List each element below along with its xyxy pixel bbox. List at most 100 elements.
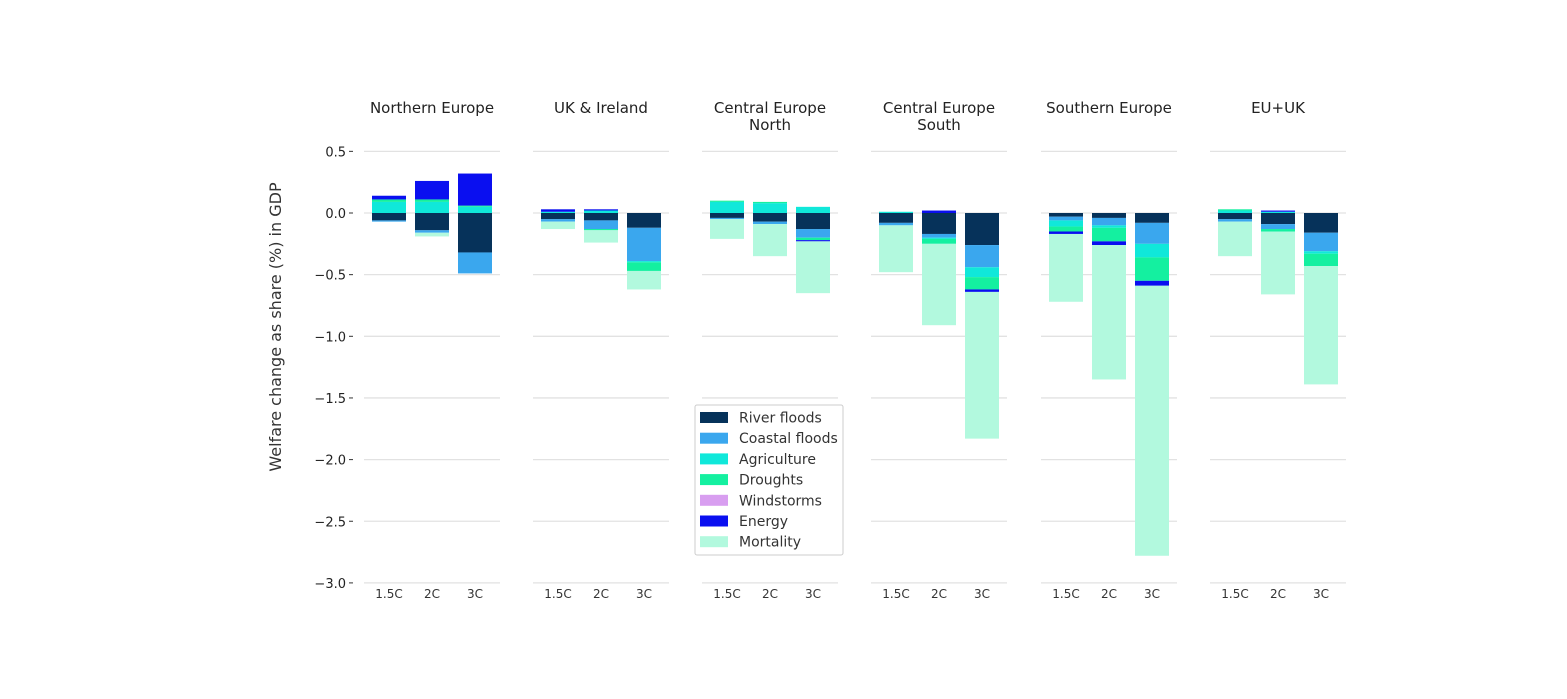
bar-segment-mortality xyxy=(1218,221,1252,257)
bar-segment-agriculture xyxy=(753,203,787,213)
bar-segment-mortality xyxy=(415,232,449,237)
x-tick-label: 1.5C xyxy=(375,587,402,601)
x-tick-label: 3C xyxy=(1313,587,1329,601)
bar-segment-agriculture xyxy=(1135,243,1169,258)
bar-segment-river-floods xyxy=(965,213,999,246)
bar-segment-river-floods xyxy=(541,213,575,220)
legend-swatch-windstorms xyxy=(700,494,728,506)
bar-segment-energy xyxy=(372,195,406,200)
y-axis-label-group: Welfare change as share (%) in GDP xyxy=(266,182,285,472)
bar-segment-agriculture xyxy=(1218,210,1252,213)
x-tick-label: 1.5C xyxy=(882,587,909,601)
bar-segment-mortality xyxy=(922,243,956,326)
panel-eu-uk: EU+UK 1.5C 2C 3C xyxy=(1210,99,1346,601)
bar-segment-mortality xyxy=(1049,233,1083,302)
bar-segment-droughts xyxy=(753,201,787,204)
bar-segment-river-floods xyxy=(879,213,913,223)
bar-segment-coastal-floods xyxy=(541,219,575,222)
bar-segment-droughts xyxy=(965,277,999,290)
bar-segment-mortality xyxy=(1304,266,1338,385)
bar-segment-droughts xyxy=(1092,227,1126,242)
bar-segment-mortality xyxy=(1092,245,1126,380)
legend-label-river-floods: River floods xyxy=(739,411,822,427)
x-tick-label: 3C xyxy=(974,587,990,601)
y-tick-label: −0.5 xyxy=(314,269,346,284)
bar-segment-energy xyxy=(584,209,618,211)
legend: River floods Coastal floods Agriculture Dro… xyxy=(694,404,844,556)
bar-segment-river-floods xyxy=(710,213,744,218)
bar-segment-droughts xyxy=(1261,229,1295,232)
y-tick-label: 0.0 xyxy=(325,207,346,222)
x-tick-label: 2C xyxy=(762,587,778,601)
bar-segment-river-floods xyxy=(372,213,406,221)
bar-segment-agriculture xyxy=(879,211,913,213)
legend-label-windstorms: Windstorms xyxy=(739,493,822,509)
bar-segment-droughts xyxy=(458,205,492,207)
bar-segment-droughts xyxy=(710,200,744,202)
bar-segment-coastal-floods xyxy=(1092,217,1126,226)
y-tick-label: 0.5 xyxy=(325,145,346,160)
bar-segment-energy xyxy=(415,180,449,200)
y-tick-label: −3.0 xyxy=(314,577,346,592)
bar-segment-agriculture xyxy=(710,201,744,213)
bar-segment-mortality xyxy=(1261,231,1295,295)
panel-title: Northern Europe xyxy=(370,99,494,117)
bar-segment-river-floods xyxy=(458,213,492,253)
legend-swatch-energy xyxy=(700,515,728,527)
y-tick-label: −1.5 xyxy=(314,392,346,407)
y-axis-label: Welfare change as share (%) in GDP xyxy=(266,182,285,472)
bar-segment-droughts xyxy=(584,229,618,231)
bar-segment-energy xyxy=(796,240,830,242)
x-tick-label: 2C xyxy=(1101,587,1117,601)
x-tick-label: 3C xyxy=(636,587,652,601)
bar-segment-energy xyxy=(458,173,492,206)
bar-segment-coastal-floods xyxy=(879,222,913,226)
legend-swatch-river-floods xyxy=(700,412,728,423)
bar-segment-river-floods xyxy=(584,213,618,221)
bar-segment-agriculture xyxy=(372,201,406,213)
bar-segment-river-floods xyxy=(627,213,661,228)
bar-segment-droughts xyxy=(922,238,956,244)
legend-swatch-droughts xyxy=(700,474,728,486)
legend-box xyxy=(694,404,844,556)
panel-title: Central Europe North xyxy=(714,99,826,134)
bar-segment-droughts xyxy=(372,199,406,202)
bar-segment-river-floods xyxy=(1135,213,1169,223)
bar-segment-coastal-floods xyxy=(415,230,449,233)
panels: Northern Europe 1.5C 2C 3C UK & Ireland 1.5C 2… xyxy=(364,99,1346,601)
bar-segment-agriculture xyxy=(1261,211,1295,213)
bar-segment-river-floods xyxy=(922,213,956,234)
panel-title: EU+UK xyxy=(1251,99,1306,117)
bar-segment-energy xyxy=(541,209,575,212)
y-axis-ticks: 0.5 0.0 −0.5 −1.0 −1.5 −2.0 −2.5 −3.0 xyxy=(314,145,353,592)
bar-segment-agriculture xyxy=(1304,251,1338,254)
bar-segment-river-floods xyxy=(1049,213,1083,217)
y-tick-label: −2.0 xyxy=(314,454,346,469)
bar-segment-river-floods xyxy=(1304,213,1338,233)
bar-segment-agriculture xyxy=(1092,225,1126,228)
bar-segment-agriculture xyxy=(458,206,492,213)
bar-segment-coastal-floods xyxy=(965,245,999,268)
panel-northern-europe: Northern Europe 1.5C 2C 3C xyxy=(364,99,500,601)
bar-segment-agriculture xyxy=(796,206,830,213)
panel-central-europe-south: Central Europe South 1.5C 2C 3C xyxy=(871,99,1007,601)
legend-label-droughts: Droughts xyxy=(739,473,803,489)
bar-segment-coastal-floods xyxy=(372,220,406,222)
x-tick-label: 1.5C xyxy=(1052,587,1079,601)
bar-segment-mortality xyxy=(541,221,575,230)
bar-segment-river-floods xyxy=(415,213,449,231)
legend-swatch-coastal-floods xyxy=(700,432,728,444)
x-tick-label: 3C xyxy=(1144,587,1160,601)
bar-segment-droughts xyxy=(1135,257,1169,281)
panel-uk-ireland: UK & Ireland 1.5C 2C 3C xyxy=(533,99,669,601)
bar-segment-coastal-floods xyxy=(1049,216,1083,221)
bar-segment-mortality xyxy=(1135,285,1169,556)
panel-title: Southern Europe xyxy=(1046,99,1172,117)
bar-segment-droughts xyxy=(627,262,661,271)
x-tick-label: 1.5C xyxy=(544,587,571,601)
bar-segment-energy xyxy=(1049,231,1083,234)
bar-segment-river-floods xyxy=(1092,213,1126,218)
panel-southern-europe: Southern Europe 1.5C 2C 3C xyxy=(1041,99,1177,601)
legend-label-agriculture: Agriculture xyxy=(739,452,816,468)
bar-segment-energy xyxy=(1261,210,1295,212)
